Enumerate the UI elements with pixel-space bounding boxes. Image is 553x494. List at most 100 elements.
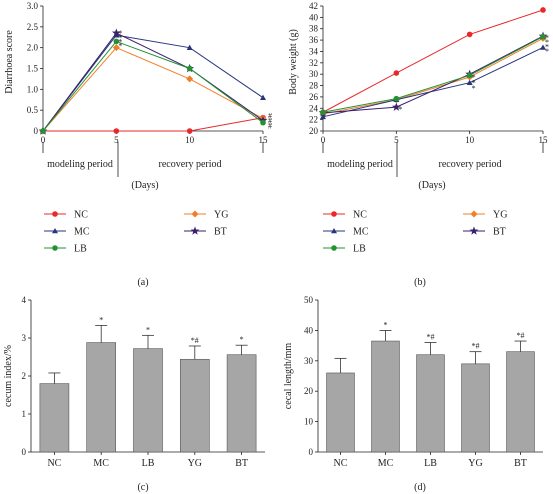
panel-a-series	[38, 28, 268, 135]
legend-bt-marker	[469, 226, 479, 235]
series-lb-point	[40, 128, 46, 134]
panel-a-recovery-period: recovery period	[158, 159, 221, 170]
panel-b-x-tick-label: 15	[539, 135, 549, 145]
series-lb-line	[42, 40, 264, 132]
panel-b-legend: NC YG MC BT LB	[323, 210, 507, 255]
panel-b-y-tick-label: 28	[309, 81, 319, 91]
significance-mark: *	[472, 84, 476, 93]
x-tick-label-nc: NC	[334, 458, 348, 469]
series-lb-point	[466, 72, 473, 79]
panel-d-y-tick-label: 20	[304, 386, 314, 396]
series-mc-point	[320, 113, 326, 120]
significance-label-bt: *#	[517, 331, 525, 340]
panel-b-recovery-period: recovery period	[438, 159, 501, 170]
series-yg-point	[186, 75, 194, 83]
series-lb-point	[320, 109, 326, 116]
panel-a-x-tick-label: 0	[41, 135, 46, 145]
panel-c-y-tick-label: 4	[22, 295, 27, 305]
significance-mark: #	[268, 122, 272, 131]
panel-b-series	[318, 7, 548, 120]
series-nc-line	[322, 9, 544, 113]
panel-a-y-tick-label: 2.0	[27, 43, 39, 53]
panel-b-ylabel: Body weight (g)	[288, 29, 299, 95]
series-mc-point	[466, 79, 473, 86]
panel-d-y-tick-label: 30	[304, 356, 314, 366]
significance-mark: *	[545, 42, 549, 51]
legend-bt-label: BT	[214, 227, 227, 238]
panel-a-y-tick-label: 1.0	[27, 84, 39, 94]
series-lb-point	[540, 33, 546, 40]
x-tick-label-bt: BT	[514, 458, 527, 469]
panel-c-tag: (c)	[137, 482, 148, 493]
series-nc-point	[113, 128, 120, 134]
panel-b-y-tick-label: 26	[309, 92, 319, 102]
panel-a-legend: NC YG MC BT LB	[44, 210, 228, 255]
legend-lb-marker	[52, 245, 58, 251]
significance-label-lb: *	[146, 325, 150, 334]
bar-mc	[86, 342, 117, 453]
panel-d-y-tick-label: 10	[304, 417, 314, 427]
legend-yg-label: YG	[493, 210, 507, 221]
panel-a-y-tick-label: 2.5	[27, 22, 39, 32]
legend-bt-marker	[190, 226, 200, 235]
series-lb-point	[393, 95, 400, 102]
legend-nc-marker	[331, 211, 337, 217]
legend-lb-label: LB	[74, 244, 87, 255]
series-lb-point	[113, 38, 120, 45]
bar-bt	[506, 351, 535, 453]
panel-c-y-tick-label: 2	[22, 371, 27, 381]
series-nc-point	[393, 70, 400, 76]
panel-c-y-tick-label: 1	[22, 409, 27, 419]
x-tick-label-yg: YG	[468, 458, 482, 469]
significance-mark: #	[268, 117, 272, 126]
panel-d-cecal-length-chart: cecal length/mm 0 10 20 30 40 50 NC * MC *# LB *# Y…	[283, 295, 543, 493]
bar-bt	[226, 354, 257, 453]
significance-mark: *	[118, 42, 122, 51]
panel-a-y-tick-label: 3.0	[27, 1, 39, 11]
panel-b-annotations: ********	[398, 33, 549, 114]
series-yg-point	[112, 44, 120, 52]
x-tick-label-lb: LB	[142, 458, 155, 469]
legend-mc-label: MC	[353, 227, 369, 238]
panel-d-tag: (d)	[414, 482, 426, 493]
legend-mc-label: MC	[74, 227, 90, 238]
series-nc-line	[43, 117, 264, 132]
significance-mark: #	[268, 112, 272, 121]
panel-a-y-tick-label: 0	[34, 126, 39, 136]
significance-label-yg: *#	[472, 342, 480, 351]
x-tick-label-nc: NC	[47, 458, 61, 469]
panel-d-y-tick-label: 0	[309, 447, 314, 457]
panel-b-tag: (b)	[414, 277, 426, 288]
series-bt-point	[111, 28, 121, 37]
panel-c-bars: NC * MC * LB *# YG * BT	[39, 315, 257, 469]
panel-a-days-label: (Days)	[131, 180, 158, 191]
bar-yg	[179, 358, 210, 453]
panel-d-y-tick-label: 50	[304, 295, 314, 305]
significance-label-bt: *	[240, 335, 244, 344]
series-nc-point	[466, 31, 473, 38]
panel-a-tag: (a)	[137, 277, 148, 288]
panel-a-ylabel: Diarrhoea score	[4, 30, 15, 94]
legend-mc-marker	[52, 228, 58, 234]
series-lb-line	[322, 36, 544, 113]
legend-nc-label: NC	[74, 210, 88, 221]
panel-d-ylabel: cecal length/mm	[283, 343, 294, 410]
bar-nc	[39, 383, 70, 453]
panel-d-y-tick-label: 40	[304, 325, 314, 335]
series-mc-point	[260, 94, 266, 100]
bar-lb	[416, 354, 445, 453]
panel-b-x-tick-label: 5	[394, 135, 399, 145]
series-mc-line	[322, 47, 544, 118]
panel-a-diarrhoea-score-chart: Diarrhoea score 0 0.5 1.0 1.5 2.0 2.5 3.0 0 5 10…	[4, 1, 272, 288]
series-bt-line	[42, 32, 264, 132]
legend-nc-label: NC	[353, 210, 367, 221]
series-yg-line	[322, 37, 544, 115]
series-mc-point	[540, 44, 546, 50]
significance-mark: *	[118, 33, 122, 42]
panel-b-y-tick-label: 36	[309, 35, 319, 45]
series-mc-point	[186, 44, 193, 50]
panel-c-cecum-index-chart: cecum index/% 0 1 2 3 4 NC * MC * LB *# YG * BT (c)	[3, 295, 265, 493]
bar-lb	[133, 348, 163, 453]
